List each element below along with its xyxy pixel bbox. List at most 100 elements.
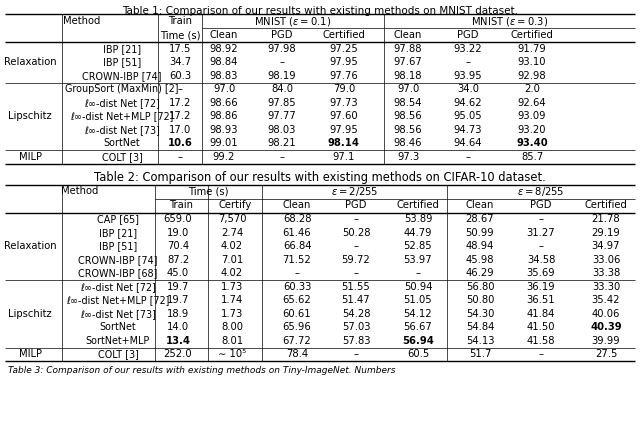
Text: 98.03: 98.03 [268,125,296,135]
Text: 56.94: 56.94 [402,336,434,346]
Text: 17.5: 17.5 [169,44,191,54]
Text: CROWN-IBP [74]: CROWN-IBP [74] [78,255,157,265]
Text: Train: Train [170,201,193,211]
Text: 78.4: 78.4 [286,349,308,359]
Text: 93.95: 93.95 [454,71,483,81]
Text: 659.0: 659.0 [164,214,192,224]
Text: Table 1: Comparison of our results with existing methods on MNIST dataset.: Table 1: Comparison of our results with … [122,6,518,16]
Text: 34.0: 34.0 [457,84,479,94]
Text: 98.56: 98.56 [394,111,422,121]
Text: 60.61: 60.61 [283,309,311,319]
Text: 8.00: 8.00 [221,322,243,332]
Text: 92.98: 92.98 [518,71,547,81]
Text: 66.84: 66.84 [283,241,311,251]
Text: 54.28: 54.28 [342,309,371,319]
Text: 97.3: 97.3 [397,152,419,162]
Text: PGD: PGD [345,201,367,211]
Text: 97.95: 97.95 [330,125,358,135]
Text: 28.67: 28.67 [466,214,494,224]
Text: 99.01: 99.01 [210,138,238,148]
Text: 18.9: 18.9 [167,309,189,319]
Text: 57.03: 57.03 [342,322,371,332]
Text: 33.30: 33.30 [592,282,620,292]
Text: 53.89: 53.89 [404,214,432,224]
Text: 98.86: 98.86 [210,111,238,121]
Text: 97.60: 97.60 [330,111,358,121]
Text: 33.38: 33.38 [592,268,620,278]
Text: Time (s): Time (s) [188,187,228,197]
Text: 97.85: 97.85 [268,98,296,108]
Text: 17.2: 17.2 [169,98,191,108]
Text: 14.0: 14.0 [167,322,189,332]
Text: 98.18: 98.18 [394,71,422,81]
Text: 45.98: 45.98 [466,255,494,265]
Text: 54.30: 54.30 [466,309,494,319]
Text: 94.62: 94.62 [454,98,483,108]
Text: Clean: Clean [466,201,494,211]
Text: 56.80: 56.80 [466,282,494,292]
Text: 17.2: 17.2 [169,111,191,121]
Text: 51.55: 51.55 [342,282,371,292]
Text: 41.58: 41.58 [527,336,556,346]
Text: Time (s): Time (s) [160,30,200,40]
Text: 97.76: 97.76 [330,71,358,81]
Text: –: – [177,152,182,162]
Text: 35.69: 35.69 [527,268,556,278]
Text: 91.79: 91.79 [518,44,547,54]
Text: 97.67: 97.67 [394,57,422,67]
Text: GroupSort (MaxMin) [2]: GroupSort (MaxMin) [2] [65,84,179,94]
Text: 31.27: 31.27 [527,228,556,238]
Text: IBP [21]: IBP [21] [103,44,141,54]
Text: CROWN-IBP [74]: CROWN-IBP [74] [83,71,162,81]
Text: 60.3: 60.3 [169,71,191,81]
Text: 98.14: 98.14 [328,138,360,148]
Text: 36.19: 36.19 [527,282,556,292]
Text: 2.0: 2.0 [524,84,540,94]
Text: –: – [415,268,420,278]
Text: SortNet: SortNet [100,322,136,332]
Text: 44.79: 44.79 [404,228,432,238]
Text: 65.62: 65.62 [283,295,312,305]
Text: Clean: Clean [283,201,311,211]
Text: Lipschitz: Lipschitz [8,111,52,121]
Text: 13.4: 13.4 [166,336,191,346]
Text: 40.39: 40.39 [590,322,622,332]
Text: 29.19: 29.19 [591,228,620,238]
Text: –: – [538,349,543,359]
Text: 53.97: 53.97 [404,255,432,265]
Text: MILP: MILP [19,152,42,162]
Text: 85.7: 85.7 [521,152,543,162]
Text: 46.29: 46.29 [466,268,494,278]
Text: 95.05: 95.05 [454,111,483,121]
Text: MILP: MILP [19,349,42,359]
Text: ℓ∞-dist Net [73]: ℓ∞-dist Net [73] [80,309,156,319]
Text: 45.0: 45.0 [167,268,189,278]
Text: 50.28: 50.28 [342,228,371,238]
Text: 98.83: 98.83 [210,71,238,81]
Text: –: – [177,84,182,94]
Text: 48.94: 48.94 [466,241,494,251]
Text: 92.64: 92.64 [518,98,547,108]
Text: 60.33: 60.33 [283,282,311,292]
Text: 79.0: 79.0 [333,84,355,94]
Text: Table 3: Comparison of our results with existing methods on Tiny-ImageNet. Numbe: Table 3: Comparison of our results with … [8,366,396,375]
Text: 87.2: 87.2 [167,255,189,265]
Text: 98.21: 98.21 [268,138,296,148]
Text: 4.02: 4.02 [221,268,243,278]
Text: IBP [51]: IBP [51] [103,57,141,67]
Text: CAP [65]: CAP [65] [97,214,139,224]
Text: 39.99: 39.99 [592,336,620,346]
Text: –: – [538,214,543,224]
Text: 57.83: 57.83 [342,336,371,346]
Text: 94.73: 94.73 [454,125,483,135]
Text: 50.99: 50.99 [466,228,494,238]
Text: –: – [280,57,285,67]
Text: ∼ 10⁵: ∼ 10⁵ [218,349,246,359]
Text: $\epsilon = 8/255$: $\epsilon = 8/255$ [517,185,564,198]
Text: 1.73: 1.73 [221,282,243,292]
Text: PGD: PGD [531,201,552,211]
Text: 98.54: 98.54 [394,98,422,108]
Text: 19.7: 19.7 [167,282,189,292]
Text: 41.84: 41.84 [527,309,555,319]
Text: Table 2: Comparison of our results with existing methods on CIFAR-10 dataset.: Table 2: Comparison of our results with … [94,170,546,184]
